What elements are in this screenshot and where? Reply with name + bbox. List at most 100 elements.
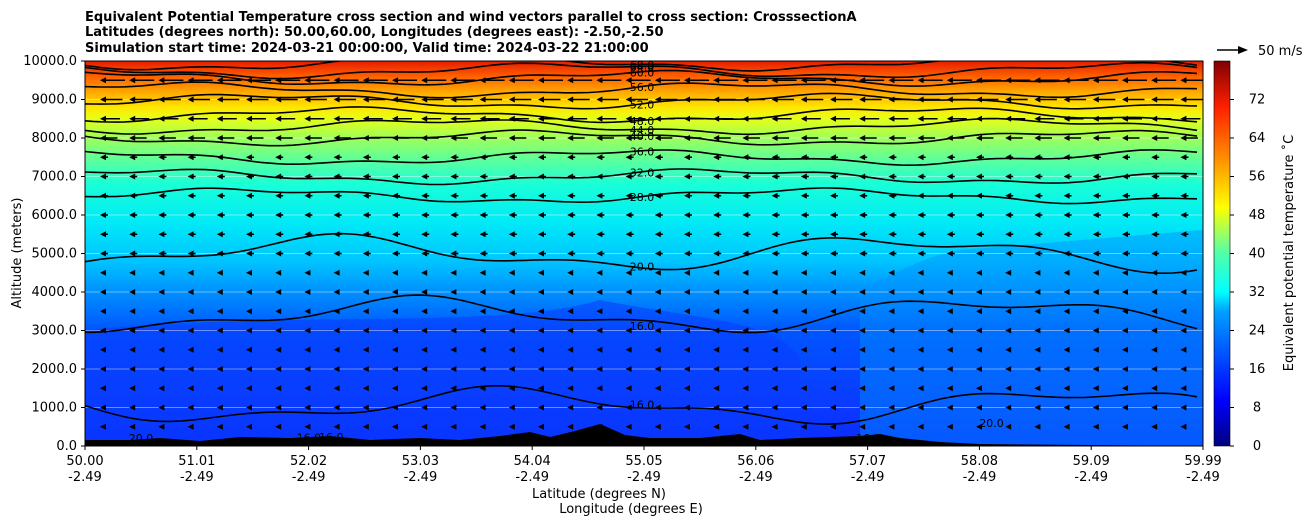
wind-vector [392, 289, 398, 295]
x-tick-label-lat: 59.99 [1184, 454, 1221, 469]
wind-vector [684, 212, 692, 218]
wind-vector [158, 404, 165, 411]
wind-vector [830, 308, 836, 315]
wind-vector [684, 192, 692, 199]
wind-vector [187, 423, 194, 430]
contour-line [85, 294, 1198, 334]
wind-vector [1122, 423, 1128, 430]
wind-vector [304, 289, 311, 295]
contour-label: 44.0 [630, 124, 655, 137]
wind-vector [246, 423, 252, 430]
wind-vector [538, 308, 544, 315]
wind-vector [158, 327, 165, 334]
wind-vector [1180, 173, 1189, 180]
wind-vector [1005, 308, 1012, 315]
wind-vector [684, 308, 690, 315]
wind-vector [216, 346, 223, 353]
wind-vector [333, 212, 342, 218]
wind-vector [508, 135, 527, 141]
wind-vector [976, 135, 994, 141]
wind-vector [1092, 366, 1099, 372]
wind-vector [158, 250, 167, 257]
y-tick-label: 5000.0 [32, 247, 78, 262]
wind-vector [1122, 250, 1130, 257]
wind-vector [187, 404, 194, 411]
wind-vector [888, 135, 906, 141]
wind-vector [976, 231, 984, 238]
wind-vector [859, 423, 866, 430]
wind-vector [538, 423, 544, 430]
wind-vector [479, 269, 486, 276]
wind-vector [1092, 423, 1099, 430]
wind-vector [567, 192, 576, 199]
wind-vector [859, 154, 868, 161]
contour-label: 68.0 [630, 59, 655, 72]
wind-vector [100, 404, 106, 411]
wind-vector [946, 173, 955, 180]
x-tick-label-lon: -2.49 [180, 470, 214, 485]
wind-vector [421, 231, 430, 238]
colorbar-tick-label: 40 [1249, 247, 1266, 262]
wind-vector [888, 423, 895, 430]
wind-vector [187, 96, 211, 103]
wind-vector [859, 231, 868, 238]
wind-vector [158, 269, 165, 276]
wind-vector [771, 231, 780, 238]
wind-vector [538, 269, 544, 276]
wind-vector [275, 250, 284, 257]
wind-vector [1034, 250, 1043, 257]
wind-vector [450, 346, 457, 353]
wind-vector [538, 96, 561, 103]
wind-vector [830, 346, 836, 353]
wind-vector [976, 366, 982, 372]
wind-vector [304, 404, 311, 411]
wind-vector [1005, 212, 1014, 218]
wind-vector [684, 77, 709, 84]
wind-vector [1180, 192, 1189, 199]
wind-vector [1034, 115, 1055, 122]
wind-vector [800, 423, 807, 430]
wind-vector [421, 115, 442, 122]
wind-vector [304, 269, 311, 276]
contour-line [85, 117, 1198, 136]
wind-vector [625, 423, 632, 430]
wind-vector [421, 404, 428, 411]
contour-label: 32.0 [630, 166, 655, 179]
wind-vector [567, 212, 576, 218]
wind-vector [216, 308, 223, 315]
wind-vector [713, 308, 720, 315]
contour-label: 48.0 [630, 115, 655, 128]
wind-vector [713, 173, 722, 180]
wind-vector [1180, 250, 1189, 257]
wind-vector [129, 173, 138, 180]
contour-line [85, 168, 1198, 186]
wind-vector [187, 327, 194, 334]
wind-vector [392, 327, 398, 334]
wind-vector [1180, 154, 1189, 161]
wind-vector [713, 212, 722, 218]
wind-vector [625, 289, 632, 295]
wind-vector [1122, 212, 1130, 218]
colorbar-tick-label: 48 [1249, 208, 1266, 223]
wind-vector [917, 327, 924, 334]
wind-vector [859, 192, 868, 199]
wind-vector [859, 289, 866, 295]
wind-vector [888, 154, 897, 161]
wind-vector [596, 346, 603, 353]
wind-vector [246, 308, 252, 315]
wind-vector [216, 115, 237, 122]
wind-vector [859, 115, 880, 122]
wind-vector [1092, 385, 1099, 392]
y-tick-label: 6000.0 [32, 208, 78, 223]
wind-vector [684, 231, 692, 238]
wind-vector [567, 154, 576, 161]
wind-vector [1122, 289, 1128, 295]
wind-vector [216, 366, 223, 372]
wind-vector [304, 423, 311, 430]
wind-vector [392, 269, 398, 276]
wind-vector [888, 289, 895, 295]
wind-vector [450, 154, 459, 161]
wind-vector [1180, 77, 1203, 84]
wind-vector [800, 192, 809, 199]
wind-vector [654, 212, 663, 218]
